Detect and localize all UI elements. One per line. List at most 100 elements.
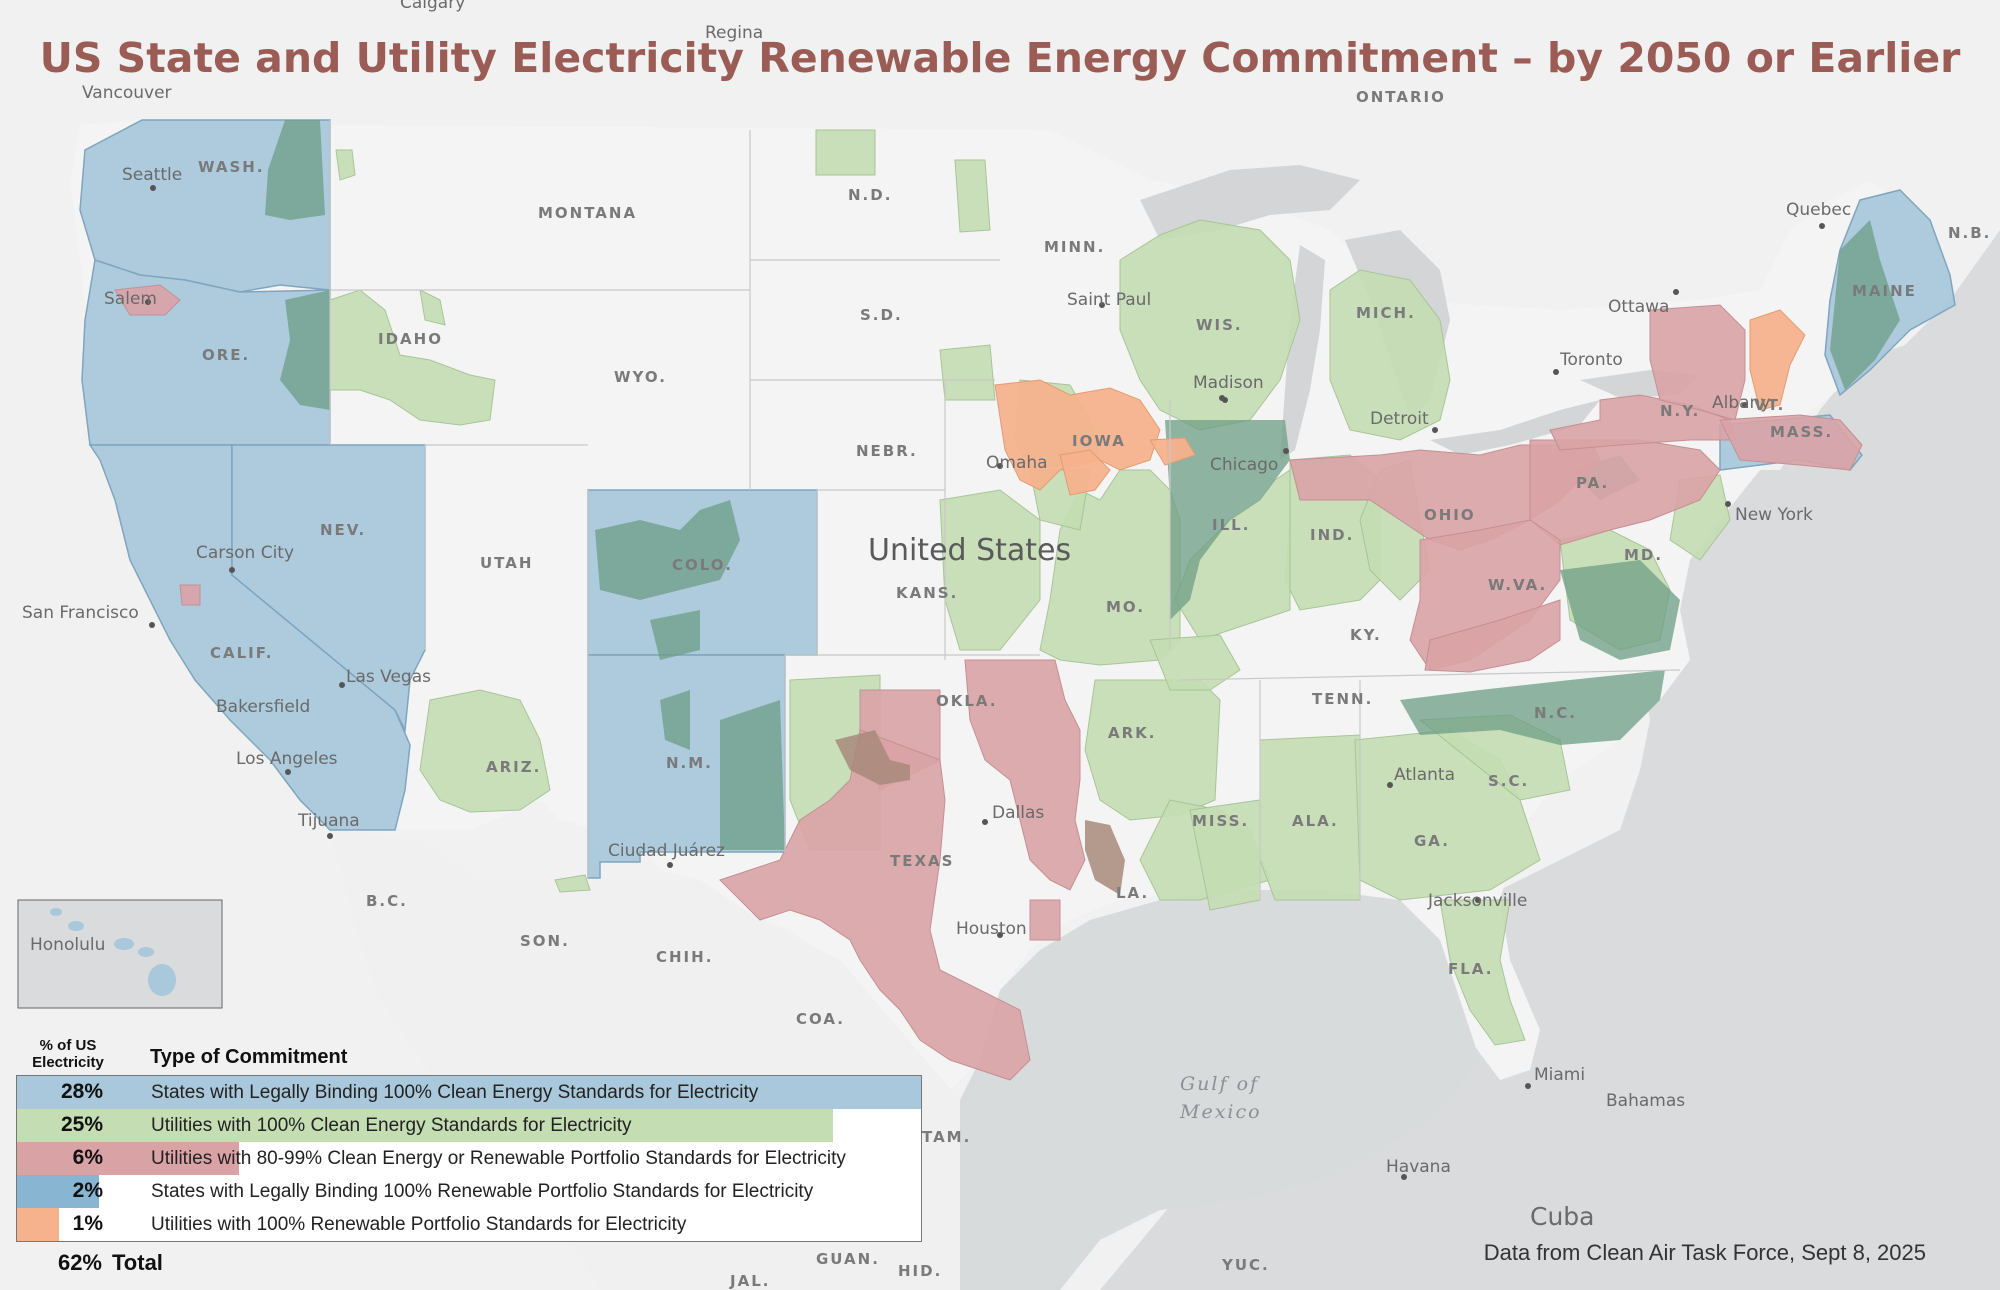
legend-label: Utilities with 100% Renewable Portfolio … (151, 1214, 687, 1235)
map-title: US State and Utility Electricity Renewab… (39, 34, 1961, 82)
label-tijuana: Tijuana (297, 811, 360, 831)
state-guan: GUAN. (816, 1250, 880, 1268)
legend-row: 25% Utilities with 100% Clean Energy Sta… (17, 1109, 921, 1142)
state-miss: MISS. (1192, 812, 1249, 830)
label-united-states: United States (868, 533, 1071, 568)
legend-pct: 2% (72, 1179, 103, 1202)
label-albany: Albany (1712, 393, 1770, 413)
state-tenn: TENN. (1312, 690, 1373, 708)
label-bahamas: Bahamas (1606, 1091, 1685, 1111)
legend-table: 28% States with Legally Binding 100% Cle… (16, 1075, 922, 1242)
source-note: Data from Clean Air Task Force, Sept 8, … (1483, 1240, 1926, 1265)
label-chicago: Chicago (1210, 455, 1278, 475)
pink-utilities (114, 284, 1863, 1081)
place-labels: Calgary Regina Vancouver Seattle Salem Q… (22, 0, 1851, 1231)
label-bakersfield: Bakersfield (216, 697, 310, 717)
label-saint-paul: Saint Paul (1067, 290, 1151, 310)
state-ontario: ONTARIO (1356, 88, 1446, 106)
state-mo: MO. (1106, 598, 1145, 616)
state-nebr: NEBR. (856, 442, 918, 460)
state-bc: B.C. (366, 892, 408, 910)
label-gulf-line1: Gulf of (1180, 1073, 1260, 1095)
label-houston: Houston (956, 919, 1027, 939)
state-labels: WASH. ORE. CALIF. NEV. IDAHO MONTANA WYO… (198, 88, 1991, 1290)
label-los-angeles: Los Angeles (236, 749, 338, 769)
legend-total-label: Total (112, 1250, 163, 1275)
state-nd: N.D. (848, 186, 892, 204)
label-quebec: Quebec (1786, 200, 1851, 220)
state-ill: ILL. (1212, 516, 1250, 534)
state-pa: PA. (1576, 474, 1609, 492)
state-montana: MONTANA (538, 204, 637, 222)
legend-pct: 28% (60, 1080, 103, 1103)
state-idaho: IDAHO (378, 330, 443, 348)
legend-bar (17, 1076, 921, 1109)
state-sd: S.D. (860, 306, 903, 324)
label-omaha: Omaha (986, 453, 1048, 473)
legend-label: Utilities with 80-99% Clean Energy or Re… (151, 1148, 846, 1169)
legend-row: 6% Utilities with 80-99% Clean Energy or… (17, 1142, 921, 1175)
label-miami: Miami (1534, 1065, 1585, 1085)
label-seattle: Seattle (122, 165, 182, 185)
label-calgary: Calgary (400, 0, 465, 13)
state-coa: COA. (796, 1010, 845, 1028)
state-mass: MASS. (1770, 423, 1833, 441)
state-ind: IND. (1310, 526, 1354, 544)
legend-pct: 25% (60, 1113, 103, 1136)
state-son: SON. (520, 932, 570, 950)
label-havana: Havana (1386, 1157, 1451, 1177)
gulf-water (960, 890, 1480, 1290)
label-cuba: Cuba (1530, 1202, 1595, 1231)
state-tam: TAM. (922, 1128, 971, 1146)
label-vancouver: Vancouver (82, 83, 172, 103)
state-nb: N.B. (1948, 224, 1991, 242)
label-dallas: Dallas (992, 803, 1044, 823)
state-ohio: OHIO (1424, 506, 1476, 524)
state-minn: MINN. (1044, 238, 1105, 256)
legend-bar (17, 1208, 59, 1241)
lake-michigan (1280, 245, 1325, 460)
label-madison: Madison (1193, 373, 1264, 393)
legend-row: 28% States with Legally Binding 100% Cle… (17, 1076, 921, 1109)
legend-pct-header: % of US Electricity (32, 1037, 104, 1071)
label-las-vegas: Las Vegas (346, 667, 431, 687)
state-ark: ARK. (1108, 724, 1156, 742)
legend-row: 1% Utilities with 100% Renewable Portfol… (17, 1208, 921, 1241)
legend-bar (17, 1109, 833, 1142)
state-la: LA. (1116, 884, 1149, 902)
state-nc: N.C. (1534, 704, 1577, 722)
state-okla: OKLA. (936, 692, 998, 710)
label-jacksonville: Jacksonville (1427, 891, 1527, 911)
state-yuc: YUC. (1221, 1256, 1270, 1274)
label-salem: Salem (104, 289, 157, 309)
state-ala: ALA. (1292, 812, 1339, 830)
state-nm: N.M. (666, 754, 713, 772)
legend-type-header: Type of Commitment (150, 1046, 348, 1068)
state-wva: W.VA. (1488, 576, 1547, 594)
state-mich: MICH. (1356, 304, 1416, 322)
state-nev: NEV. (320, 521, 366, 539)
state-ny: N.Y. (1660, 402, 1700, 420)
state-jal: JAL. (729, 1272, 770, 1290)
orange-utilities (994, 309, 1806, 496)
label-ottawa: Ottawa (1608, 297, 1669, 317)
legend-row: 2% States with Legally Binding 100% Rene… (17, 1175, 921, 1208)
overlap-regions (265, 120, 1900, 850)
state-iowa: IOWA (1072, 432, 1126, 450)
label-new-york: New York (1735, 505, 1813, 525)
state-kans: KANS. (896, 584, 958, 602)
legend-label: States with Legally Binding 100% Renewab… (151, 1181, 814, 1202)
state-colo: COLO. (672, 556, 733, 574)
state-ky: KY. (1350, 626, 1382, 644)
state-utah: UTAH (480, 554, 533, 572)
legend-bar (17, 1142, 239, 1175)
state-sc: S.C. (1488, 772, 1529, 790)
label-gulf-line2: Mexico (1179, 1101, 1262, 1123)
state-hid: HID. (898, 1262, 942, 1280)
city-dots (145, 185, 1825, 1180)
state-wis: WIS. (1196, 316, 1243, 334)
state-wash: WASH. (198, 158, 265, 176)
legend-bar (17, 1175, 99, 1208)
legend-pct: 6% (72, 1146, 103, 1169)
